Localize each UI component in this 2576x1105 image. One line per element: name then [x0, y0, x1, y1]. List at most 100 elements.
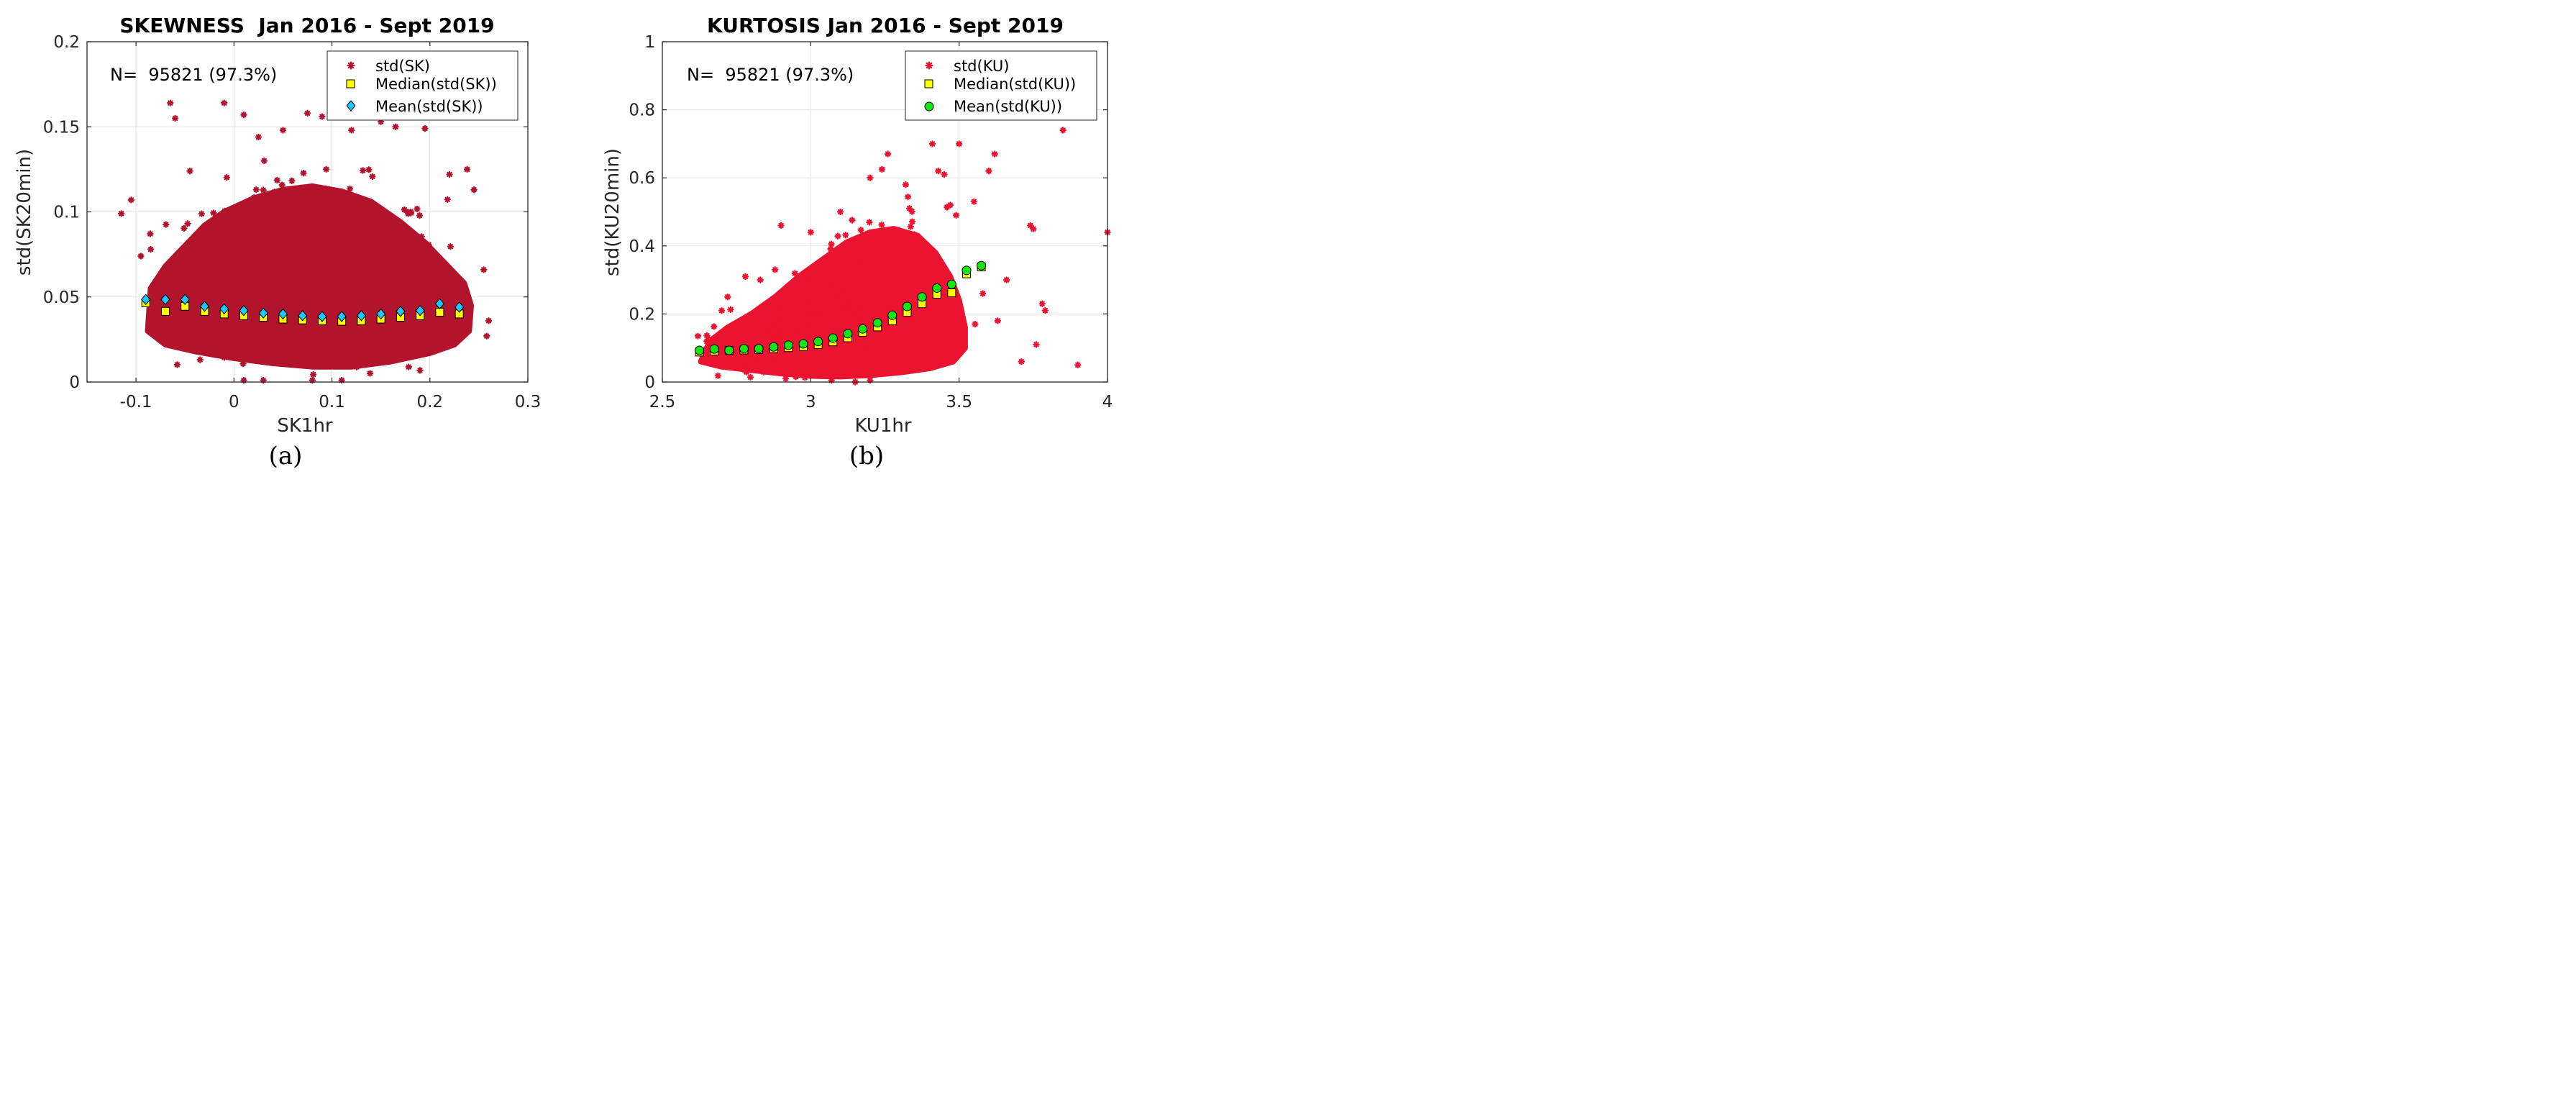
scatter-point: [703, 337, 711, 345]
scatter-point: [782, 360, 789, 368]
asterisk-stroke: [128, 197, 134, 203]
asterisk-stroke: [898, 301, 904, 307]
asterisk-stroke: [828, 283, 834, 289]
asterisk-stroke: [772, 267, 778, 273]
legend-marker-std-sk: [347, 61, 355, 70]
asterisk-stroke: [795, 324, 801, 330]
scatter-point: [346, 257, 353, 264]
scatter-point: [401, 206, 408, 214]
scatter-point: [304, 232, 311, 240]
asterisk-stroke: [444, 196, 450, 202]
asterisk-stroke: [893, 304, 900, 310]
asterisk-stroke: [421, 288, 427, 294]
scatter-point: [483, 332, 490, 340]
scatter-point: [418, 233, 425, 240]
asterisk-stroke: [715, 373, 721, 378]
asterisk-stroke: [828, 296, 833, 303]
asterisk-stroke: [447, 171, 452, 178]
asterisk-stroke: [841, 273, 848, 279]
asterisk-stroke: [378, 250, 385, 256]
scatter-point: [952, 212, 960, 219]
asterisk-stroke: [757, 277, 763, 283]
asterisk-stroke: [320, 228, 326, 234]
asterisk-stroke: [355, 341, 361, 347]
asterisk-stroke: [848, 354, 854, 360]
asterisk-stroke: [885, 301, 891, 306]
asterisk-stroke: [756, 331, 762, 337]
asterisk-stroke: [294, 319, 300, 324]
asterisk-stroke: [249, 308, 255, 314]
scatter-point: [349, 303, 356, 310]
y-tick-label: 0: [644, 373, 655, 392]
figure: -0.1 0 0.1 0.2 0.3 0 0.05 0.1 0.15 0.2 SKEWNESS J…: [14, 14, 1113, 470]
asterisk-stroke: [260, 248, 265, 254]
legend-label: Mean(std(SK)): [375, 98, 483, 115]
asterisk-stroke: [956, 141, 962, 147]
scatter-point: [444, 196, 451, 203]
asterisk-stroke: [881, 282, 887, 288]
scatter-point: [383, 329, 390, 337]
asterisk-stroke: [308, 278, 314, 284]
asterisk-stroke: [276, 330, 283, 337]
asterisk-stroke: [843, 232, 849, 238]
scatter-point: [295, 348, 302, 355]
asterisk-stroke: [310, 214, 316, 220]
asterisk-stroke: [882, 242, 888, 248]
asterisk-stroke: [814, 312, 820, 318]
scatter-point: [807, 322, 814, 329]
asterisk-stroke: [405, 209, 411, 215]
scatter-point: [330, 250, 337, 258]
asterisk-stroke: [187, 168, 193, 174]
asterisk-stroke: [995, 318, 1000, 324]
asterisk-stroke: [874, 268, 880, 274]
scatter-point: [358, 325, 365, 333]
asterisk-stroke: [783, 325, 790, 332]
y-tick-label: 0.6: [629, 169, 655, 188]
scatter-point: [307, 277, 314, 285]
asterisk-stroke: [279, 182, 285, 188]
asterisk-stroke: [872, 335, 879, 342]
scatter-point: [296, 219, 303, 226]
asterisk-stroke: [820, 309, 826, 316]
scatter-point: [332, 294, 339, 301]
asterisk-stroke: [756, 320, 762, 327]
scatter-point: [813, 278, 821, 285]
scatter-point: [363, 269, 370, 277]
asterisk-stroke: [274, 233, 280, 239]
asterisk-stroke: [242, 266, 248, 272]
asterisk-stroke: [297, 310, 303, 316]
y-tick-label: 0.2: [629, 305, 655, 324]
scatter-point: [422, 350, 430, 357]
scatter-point: [245, 348, 252, 355]
scatter-point: [891, 291, 898, 299]
asterisk-stroke: [292, 312, 298, 317]
scatter-point: [386, 304, 393, 311]
scatter-point: [418, 269, 425, 276]
scatter-point: [908, 208, 915, 215]
asterisk-stroke: [319, 335, 325, 340]
asterisk-stroke: [836, 309, 842, 314]
asterisk-stroke: [375, 304, 380, 309]
asterisk-stroke: [876, 285, 882, 291]
asterisk-stroke: [353, 269, 359, 275]
scatter-point: [842, 232, 849, 239]
scatter-point: [247, 315, 255, 322]
asterisk-stroke: [201, 326, 206, 332]
scatter-point: [273, 243, 280, 250]
asterisk-stroke: [236, 244, 242, 250]
mean-point: [754, 344, 764, 354]
scatter-point: [836, 208, 844, 216]
asterisk-stroke: [347, 186, 353, 192]
asterisk-stroke: [414, 206, 420, 212]
asterisk-stroke: [275, 349, 280, 355]
scatter-point: [404, 209, 411, 216]
scatter-point: [318, 256, 325, 263]
asterisk-stroke: [255, 134, 262, 140]
asterisk-stroke: [301, 170, 306, 176]
scatter-point: [357, 250, 365, 258]
scatter-point: [876, 347, 883, 354]
asterisk-stroke: [199, 230, 205, 236]
mean-point: [843, 329, 853, 339]
scatter-point: [393, 257, 401, 264]
scatter-point: [283, 271, 291, 278]
